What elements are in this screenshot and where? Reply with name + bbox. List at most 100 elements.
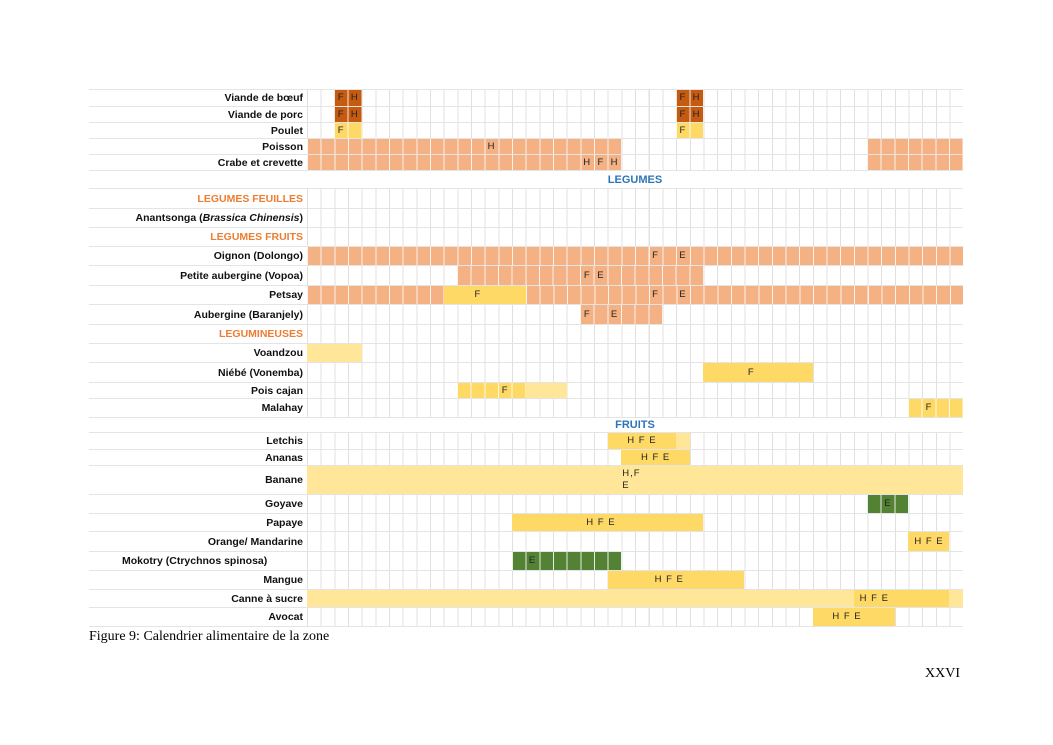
section-title: LEGUMES (607, 173, 663, 186)
activity-mark: E (884, 498, 892, 509)
row-label-text: Papaye (266, 516, 303, 529)
calendar-grid (307, 383, 963, 398)
activity-mark: H (692, 108, 701, 120)
row-label: Canne à sucre (231, 590, 303, 607)
activity-mark: F (652, 250, 659, 261)
calendar-bar-yellow (853, 590, 950, 607)
category-row: LEGUMINEUSES (89, 324, 963, 343)
row-label-text: Letchis (266, 435, 303, 447)
calendar-grid (307, 209, 963, 227)
row-label-text: Canne à sucre (231, 592, 303, 605)
activity-mark: H (583, 156, 592, 168)
calendar-bar-salmon (867, 155, 964, 170)
row-label-text: Oignon (Dolongo) (213, 250, 303, 262)
category-label: LEGUMES FEUILLES (197, 189, 303, 208)
food-row: Crabe et crevette H F H (89, 154, 964, 170)
row-label: Letchis (266, 433, 303, 449)
row-label-text: Poisson (262, 140, 303, 153)
row-label: Viande de porc (228, 107, 303, 122)
calendar-bar-yellow (607, 433, 677, 449)
row-label: Oignon (Dolongo) (214, 247, 303, 265)
calendar-grid (307, 344, 963, 362)
activity-mark: F (679, 92, 687, 103)
food-row: Ananas H F E (89, 449, 963, 465)
activity-mark: E (528, 555, 537, 566)
page-number: XXVI (925, 666, 960, 681)
row-label-text: Goyave (265, 498, 303, 510)
food-row: Mangue H F E (89, 570, 963, 589)
activity-mark: F (597, 156, 605, 168)
row-label-end: ) (299, 212, 304, 224)
row-label-text: Petsay (269, 289, 303, 301)
calendar-grid (307, 189, 963, 208)
calendar-bar-yellow (607, 571, 745, 589)
row-label: Voandzou (254, 344, 303, 362)
row-label-text: Viande de porc (227, 108, 303, 121)
calendar-bar-light (525, 383, 567, 398)
row-label: Poulet (271, 123, 303, 138)
activity-mark: E (610, 308, 619, 320)
row-label-text: Banane (265, 474, 303, 486)
activity-mark: H (487, 140, 496, 152)
food-row: Anantsonga (Brassica Chinensis) (89, 208, 963, 227)
category-label: LEGUMINEUSES (219, 325, 303, 343)
food-row: Poisson H (89, 138, 964, 154)
row-label-italic: Brassica Chinensis (202, 212, 300, 224)
row-label-text: Petite aubergine (Vopoa) (180, 269, 303, 282)
row-label: Malahay (262, 399, 303, 417)
activity-mark: H (692, 92, 701, 103)
activity-mark: H F E (859, 592, 889, 604)
row-label-text: Orange/ Mandarine (207, 535, 303, 548)
row-label-text: Avocat (268, 611, 303, 623)
calendar-bar-yellow (908, 399, 964, 417)
category-row: LEGUMES FRUITS (89, 227, 963, 246)
calendar-bar-brown (676, 90, 704, 106)
calendar-bar-green (512, 552, 622, 570)
activity-mark: H F E (586, 516, 616, 528)
row-label-text: Ananas (265, 451, 303, 464)
activity-mark: F (652, 289, 659, 300)
activity-mark: F (337, 92, 345, 103)
calendar-bar-light (949, 590, 964, 607)
section-title: FRUITS (615, 419, 655, 431)
row-label-text: Mangue (263, 574, 303, 586)
activity-mark: H (610, 156, 619, 168)
calendar-bar-salmon (307, 139, 622, 154)
activity-mark: H F E (832, 611, 862, 622)
activity-mark: E (679, 289, 687, 300)
activity-mark: F (501, 384, 509, 396)
calendar-bar-brown (334, 107, 362, 122)
figure-caption: Figure 9: Calendrier alimentaire de la z… (89, 629, 330, 644)
food-row: Voandzou (89, 343, 963, 362)
calendar-grid (307, 123, 963, 138)
activity-mark: F (679, 108, 687, 120)
row-label: Aubergine (Baranjely) (194, 305, 303, 324)
calendar-bar-yellow (334, 123, 362, 138)
calendar-bar-yellow (908, 532, 950, 551)
food-calendar-table: Viande de bœuf F H F H Viande de porc F H F H Poul… (89, 89, 964, 627)
food-row: Canne à sucre H F E (89, 589, 964, 607)
row-label: Viande de bœuf (224, 90, 303, 106)
calendar-bar-yellow (676, 123, 704, 138)
food-row: Pois cajan F (89, 382, 963, 398)
activity-mark: E (597, 269, 605, 281)
food-row: Orange/ Mandarine H F E (89, 531, 963, 551)
activity-mark: F (337, 108, 345, 120)
row-label: Anantsonga (Brassica Chinensis) (136, 209, 303, 227)
food-row: Avocat H F E (89, 607, 963, 626)
calendar-bar-light (307, 466, 964, 494)
calendar-bar-salmon (307, 286, 444, 304)
calendar-grid (307, 325, 963, 343)
food-row: Viande de porc F H F H (89, 106, 963, 122)
calendar-grid (307, 495, 963, 513)
row-label-text: LEGUMINEUSES (218, 328, 303, 340)
food-row: Banane H,F E (89, 465, 964, 494)
row-label-text: Crabe et crevette (217, 156, 303, 169)
row-label: Orange/ Mandarine (208, 532, 303, 551)
section-header-row: FRUITS (89, 417, 963, 432)
activity-mark: H F E (914, 535, 944, 547)
row-label-text: Anantsonga ( (135, 212, 203, 224)
row-label: Avocat (268, 608, 303, 626)
row-label-text: Malahay (261, 402, 303, 414)
